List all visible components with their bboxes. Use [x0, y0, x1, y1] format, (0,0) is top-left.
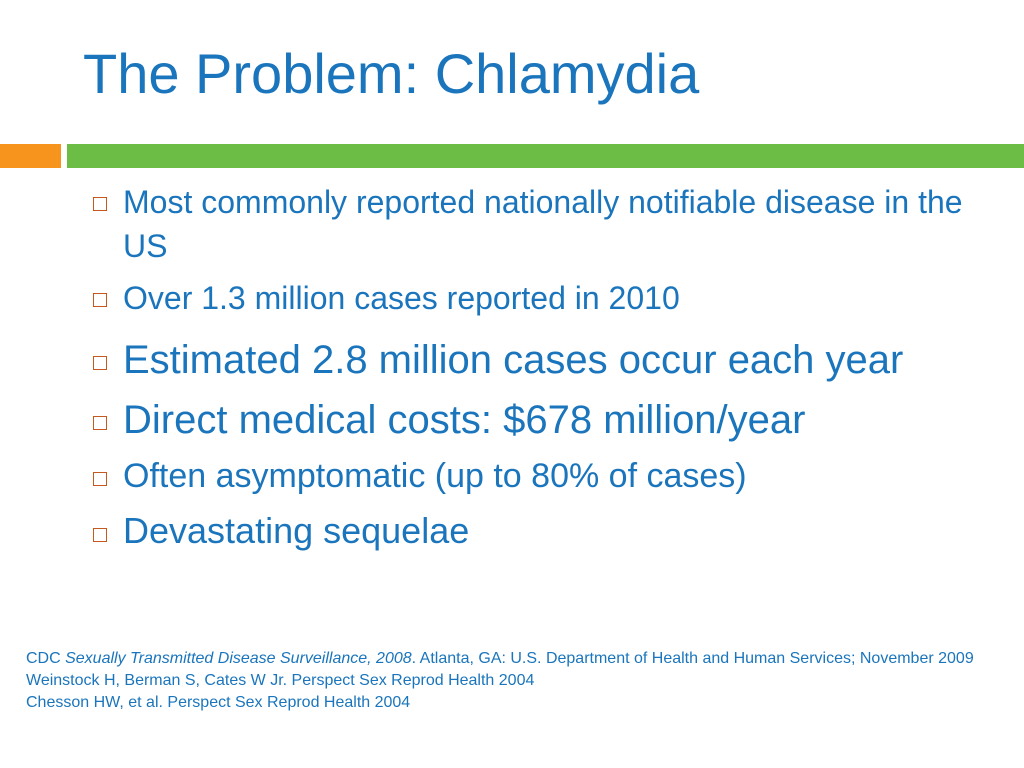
bullet-text: Devastating sequelae	[123, 510, 470, 551]
bullet-item: Most commonly reported nationally notifi…	[93, 180, 993, 268]
accent-bar-orange	[0, 144, 61, 168]
references: CDC Sexually Transmitted Disease Surveil…	[26, 648, 1006, 714]
reference-cdc-title: Sexually Transmitted Disease Surveillanc…	[65, 650, 412, 667]
square-bullet-icon	[93, 472, 107, 486]
bullet-text: Estimated 2.8 million cases occur each y…	[123, 338, 904, 382]
bullet-text: Often asymptomatic (up to 80% of cases)	[123, 457, 747, 495]
reference-cdc-suffix: . Atlanta, GA: U.S. Department of Health…	[411, 650, 974, 667]
reference-weinstock: Weinstock H, Berman S, Cates W Jr. Persp…	[26, 672, 535, 689]
bullet-item: Often asymptomatic (up to 80% of cases)	[93, 452, 993, 500]
bullet-item: Over 1.3 million cases reported in 2010	[93, 276, 993, 320]
slide-title: The Problem: Chlamydia	[83, 42, 700, 105]
bullet-list: Most commonly reported nationally notifi…	[93, 180, 993, 554]
reference-cdc-prefix: CDC	[26, 650, 66, 667]
bullet-text: Most commonly reported nationally notifi…	[123, 184, 963, 264]
reference-chesson: Chesson HW, et al. Perspect Sex Reprod H…	[26, 694, 411, 711]
square-bullet-icon	[93, 528, 107, 542]
bullet-item: Direct medical costs: $678 million/year	[93, 394, 993, 446]
bullet-item: Estimated 2.8 million cases occur each y…	[93, 334, 993, 386]
bullet-text: Direct medical costs: $678 million/year	[123, 398, 806, 442]
square-bullet-icon	[93, 293, 107, 307]
reference-cdc: CDC Sexually Transmitted Disease Surveil…	[26, 648, 1006, 670]
square-bullet-icon	[93, 356, 107, 370]
bullet-text: Over 1.3 million cases reported in 2010	[123, 280, 680, 316]
square-bullet-icon	[93, 197, 107, 211]
square-bullet-icon	[93, 416, 107, 430]
bullet-item: Devastating sequelae	[93, 508, 993, 554]
accent-bar-green	[67, 144, 1024, 168]
